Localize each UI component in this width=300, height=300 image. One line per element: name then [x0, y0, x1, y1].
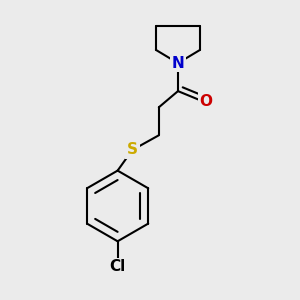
Text: S: S [127, 142, 138, 158]
Text: O: O [200, 94, 212, 109]
Text: N: N [172, 56, 184, 70]
Text: Cl: Cl [110, 260, 126, 274]
